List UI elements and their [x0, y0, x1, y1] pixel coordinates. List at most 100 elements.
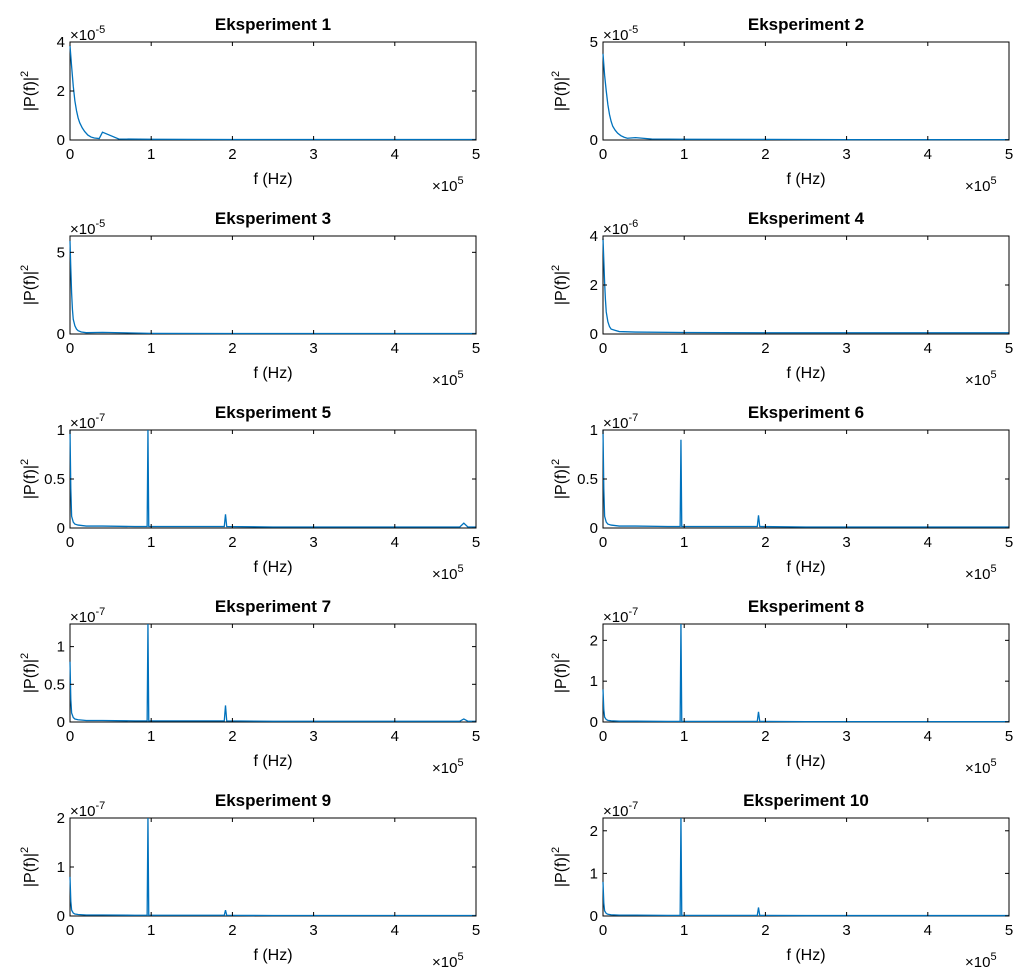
- x-exponent: ×105: [965, 951, 997, 971]
- y-axis-label-sup: 2: [19, 71, 31, 77]
- y-tick-label: 5: [590, 34, 598, 51]
- series-line: [69, 623, 476, 722]
- x-tick-label: 4: [924, 922, 932, 939]
- y-axis-label-sup: 2: [550, 459, 562, 465]
- y-exponent-base: ×10: [70, 415, 95, 432]
- y-axis-label-sup: 2: [550, 71, 562, 77]
- x-tick-label: 0: [66, 340, 74, 357]
- x-exponent-sup: 5: [457, 951, 463, 963]
- x-tick-label: 2: [228, 534, 236, 551]
- y-axis-label-sup: 2: [550, 847, 562, 853]
- x-exponent: ×105: [432, 563, 464, 583]
- x-tick-label: 4: [391, 922, 399, 939]
- plot-area: [602, 429, 1010, 529]
- plot-area: [69, 41, 477, 141]
- y-tick-label: 0: [57, 908, 65, 925]
- y-exponent: ×10-7: [70, 606, 105, 626]
- x-tick-label: 4: [924, 728, 932, 745]
- x-tick-label: 0: [599, 534, 607, 551]
- y-tick-label: 0: [57, 132, 65, 149]
- y-exponent-sup: -7: [628, 412, 638, 424]
- y-tick-label: 0: [57, 714, 65, 731]
- series-line: [602, 238, 1009, 334]
- y-axis-label-sup: 2: [19, 265, 31, 271]
- y-exponent: ×10-7: [70, 800, 105, 820]
- x-tick-label: 3: [309, 340, 317, 357]
- x-exponent: ×105: [432, 951, 464, 971]
- x-tick-label: 1: [680, 146, 688, 163]
- x-tick-label: 3: [842, 922, 850, 939]
- plot-area: [69, 235, 477, 335]
- x-exponent-base: ×10: [432, 178, 457, 195]
- x-tick-label: 2: [228, 146, 236, 163]
- x-tick-label: 1: [147, 922, 155, 939]
- x-tick-label: 5: [472, 922, 480, 939]
- x-tick-label: 3: [309, 534, 317, 551]
- y-tick-label: 2: [590, 823, 598, 840]
- x-tick-label: 3: [842, 340, 850, 357]
- x-tick-label: 0: [66, 728, 74, 745]
- y-tick-label: 0: [590, 714, 598, 731]
- x-exponent: ×105: [965, 175, 997, 195]
- x-tick-label: 1: [680, 534, 688, 551]
- x-exponent-sup: 5: [990, 175, 996, 187]
- x-exponent-sup: 5: [457, 757, 463, 769]
- x-tick-label: 3: [309, 922, 317, 939]
- y-tick-label: 2: [57, 810, 65, 827]
- chart-title: Eksperiment 5: [215, 403, 331, 422]
- y-tick-label: 4: [57, 34, 65, 51]
- y-tick-label: 1: [57, 422, 65, 439]
- x-axis-label: f (Hz): [253, 947, 292, 964]
- y-exponent-sup: -7: [95, 412, 105, 424]
- x-exponent-sup: 5: [457, 369, 463, 381]
- y-tick-label: 2: [590, 632, 598, 649]
- y-exponent: ×10-5: [603, 24, 638, 44]
- x-exponent: ×105: [965, 369, 997, 389]
- x-exponent: ×105: [432, 757, 464, 777]
- y-exponent-base: ×10: [70, 27, 95, 44]
- x-tick-label: 0: [66, 534, 74, 551]
- x-axis-label: f (Hz): [786, 365, 825, 382]
- y-axis-label-sup: 2: [19, 459, 31, 465]
- x-axis-label: f (Hz): [786, 753, 825, 770]
- y-tick-label: 1: [57, 639, 65, 656]
- y-exponent-base: ×10: [70, 221, 95, 238]
- x-tick-label: 2: [761, 534, 769, 551]
- series-line: [69, 429, 476, 528]
- x-tick-label: 4: [924, 534, 932, 551]
- x-exponent: ×105: [965, 563, 997, 583]
- x-tick-label: 0: [599, 922, 607, 939]
- x-tick-label: 4: [391, 534, 399, 551]
- y-tick-label: 4: [590, 228, 598, 245]
- x-tick-label: 3: [309, 146, 317, 163]
- x-tick-label: 2: [761, 922, 769, 939]
- y-tick-label: 5: [57, 244, 65, 261]
- y-exponent-sup: -7: [628, 606, 638, 618]
- plot-area: [69, 623, 477, 723]
- x-tick-label: 3: [842, 534, 850, 551]
- x-tick-label: 5: [1005, 146, 1013, 163]
- x-axis-label: f (Hz): [786, 171, 825, 188]
- y-tick-label: 0.5: [577, 471, 598, 488]
- x-tick-label: 0: [599, 146, 607, 163]
- series-line: [69, 240, 476, 335]
- chart-title: Eksperiment 2: [748, 15, 864, 34]
- x-exponent-base: ×10: [432, 760, 457, 777]
- y-axis-label-base: |P(f)|: [22, 465, 39, 499]
- y-exponent-sup: -7: [95, 800, 105, 812]
- x-tick-label: 1: [680, 728, 688, 745]
- x-axis-label: f (Hz): [253, 753, 292, 770]
- y-axis-label-sup: 2: [19, 847, 31, 853]
- x-exponent-base: ×10: [432, 954, 457, 971]
- y-exponent: ×10-6: [603, 218, 638, 238]
- y-axis-label: |P(f)|2: [550, 265, 570, 305]
- x-tick-label: 2: [228, 728, 236, 745]
- x-exponent-sup: 5: [990, 369, 996, 381]
- y-axis-label: |P(f)|2: [550, 653, 570, 693]
- x-tick-label: 5: [472, 534, 480, 551]
